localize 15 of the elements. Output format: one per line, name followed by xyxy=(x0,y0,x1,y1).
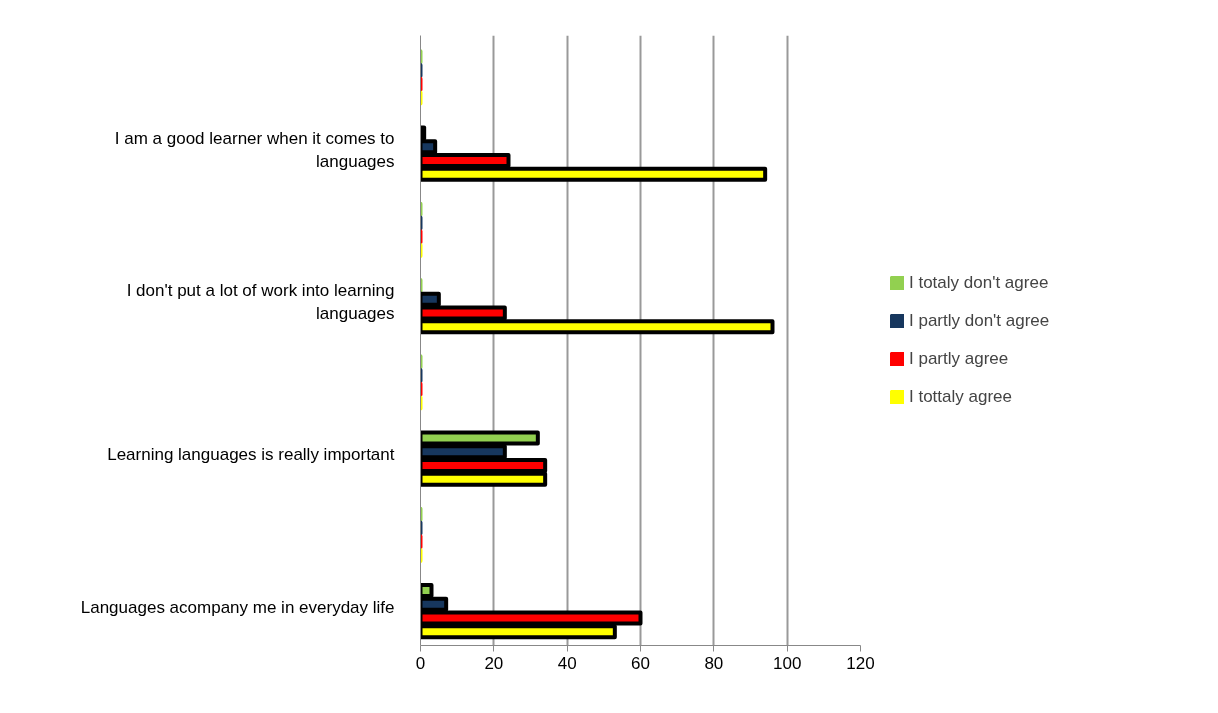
y-tick-label: Languages acompany me in everyday life xyxy=(80,597,395,617)
x-tick-label: 40 xyxy=(557,653,577,673)
legend-label: I partly agree xyxy=(909,349,1009,369)
x-tick-label: 0 xyxy=(415,653,426,673)
y-tick-label: I don't put a lot of work into learning languages xyxy=(126,281,395,324)
x-tick-label: 80 xyxy=(704,653,724,673)
x-tick-label: 20 xyxy=(484,653,504,673)
y-tick-label: Learning languages is really important xyxy=(107,445,395,465)
legend-label: I partly don't agree xyxy=(909,311,1050,331)
legend-label: I tottaly agree xyxy=(909,387,1013,407)
legend-label: I totaly don't agree xyxy=(909,273,1049,293)
x-tick-label: 100 xyxy=(772,653,802,673)
x-tick-label: 120 xyxy=(846,653,875,673)
y-tick-label: I am a good learner when it comes to languages xyxy=(114,128,395,171)
x-tick-label: 60 xyxy=(631,653,650,673)
